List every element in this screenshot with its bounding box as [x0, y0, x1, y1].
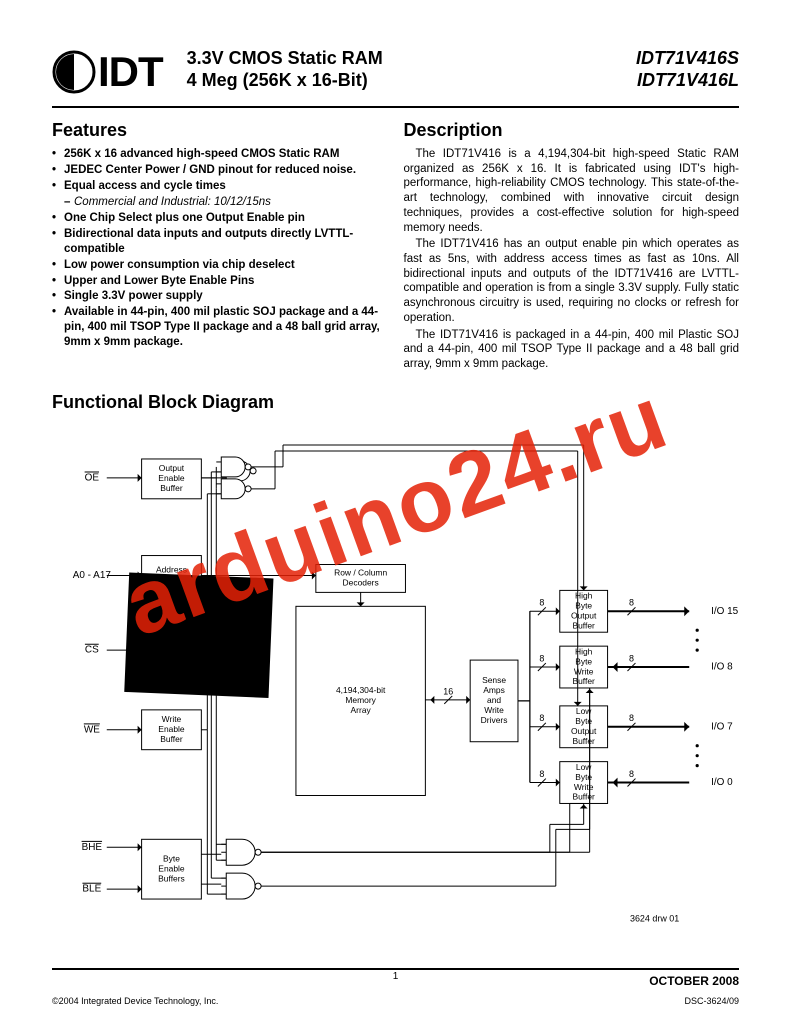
svg-text:8: 8: [629, 769, 634, 779]
logo-text: IDT: [98, 48, 163, 96]
footer: OCTOBER 2008 1 ©2004 Integrated Device T…: [52, 968, 739, 1006]
block-diagram-heading: Functional Block Diagram: [52, 392, 739, 413]
svg-text:I/O 0: I/O 0: [711, 777, 733, 788]
svg-text:Buffer: Buffer: [572, 676, 595, 686]
svg-text:8: 8: [629, 597, 634, 607]
svg-text:8: 8: [629, 713, 634, 723]
svg-text:Address: Address: [156, 564, 187, 574]
svg-text:Write: Write: [574, 666, 594, 676]
svg-text:Output: Output: [571, 610, 597, 620]
part-number-1: IDT71V416S: [589, 48, 739, 70]
svg-text:Buffer: Buffer: [572, 792, 595, 802]
svg-text:Buffer: Buffer: [572, 620, 595, 630]
svg-text:Row / Column: Row / Column: [334, 567, 387, 577]
copyright: ©2004 Integrated Device Technology, Inc.: [52, 996, 218, 1006]
title-line-1: 3.3V CMOS Static RAM: [187, 48, 589, 70]
svg-text:Output: Output: [159, 463, 185, 473]
svg-text:Enable: Enable: [158, 473, 185, 483]
features-list: 256K x 16 advanced high-speed CMOS Stati…: [52, 147, 388, 350]
svg-text:8: 8: [539, 769, 544, 779]
svg-text:Write: Write: [574, 782, 594, 792]
svg-text:Buffer: Buffer: [160, 483, 183, 493]
header: IDT 3.3V CMOS Static RAM 4 Meg (256K x 1…: [52, 48, 739, 108]
svg-text:I/O 15: I/O 15: [711, 606, 739, 617]
svg-text:OE: OE: [85, 472, 100, 483]
svg-text:16: 16: [443, 686, 453, 696]
svg-text:BLE: BLE: [82, 883, 101, 894]
svg-text:Enable: Enable: [158, 863, 185, 873]
feature-item: 256K x 16 advanced high-speed CMOS Stati…: [52, 147, 388, 162]
svg-text:and: and: [487, 695, 501, 705]
title-block: 3.3V CMOS Static RAM 4 Meg (256K x 16-Bi…: [179, 48, 589, 91]
svg-text:Sense: Sense: [482, 675, 506, 685]
part-numbers: IDT71V416S IDT71V416L: [589, 48, 739, 91]
svg-text:Enable: Enable: [158, 724, 185, 734]
part-number-2: IDT71V416L: [589, 70, 739, 92]
description-column: Description The IDT71V416 is a 4,194,304…: [404, 120, 740, 374]
description-heading: Description: [404, 120, 740, 141]
svg-text:8: 8: [539, 597, 544, 607]
features-heading: Features: [52, 120, 388, 141]
svg-text:3624 drw 01: 3624 drw 01: [630, 913, 679, 923]
svg-text:Write: Write: [162, 714, 182, 724]
svg-text:8: 8: [629, 653, 634, 663]
functional-block-diagram: OutputEnableBufferAddressBuffersChipSele…: [52, 419, 739, 941]
svg-text:Array: Array: [351, 705, 372, 715]
svg-text:BHE: BHE: [82, 842, 103, 853]
svg-text:Buffer: Buffer: [572, 736, 595, 746]
feature-item: Single 3.3V power supply: [52, 289, 388, 304]
svg-text:CS: CS: [85, 645, 99, 656]
description-p1: The IDT71V416 is a 4,194,304-bit high-sp…: [404, 147, 740, 235]
title-line-2: 4 Meg (256K x 16-Bit): [187, 70, 589, 92]
feature-item: Available in 44-pin, 400 mil plastic SOJ…: [52, 305, 388, 350]
svg-text:I/O 7: I/O 7: [711, 721, 733, 732]
features-column: Features 256K x 16 advanced high-speed C…: [52, 120, 388, 374]
svg-text:I/O 8: I/O 8: [711, 661, 733, 672]
logo: IDT: [52, 48, 163, 96]
description-p2: The IDT71V416 has an output enable pin w…: [404, 237, 740, 325]
svg-text:Output: Output: [571, 726, 597, 736]
svg-text:8: 8: [539, 653, 544, 663]
feature-item: Bidirectional data inputs and outputs di…: [52, 227, 388, 257]
feature-item: Upper and Lower Byte Enable Pins: [52, 274, 388, 289]
svg-text:Memory: Memory: [345, 695, 376, 705]
svg-text:A0 - A17: A0 - A17: [73, 570, 112, 581]
idt-logo-icon: [52, 50, 96, 94]
svg-text:Buffers: Buffers: [158, 873, 185, 883]
svg-text:Buffer: Buffer: [160, 734, 183, 744]
svg-text:Byte: Byte: [163, 853, 180, 863]
feature-item: One Chip Select plus one Output Enable p…: [52, 211, 388, 226]
feature-item: JEDEC Center Power / GND pinout for redu…: [52, 163, 388, 178]
svg-text:Amps: Amps: [483, 685, 505, 695]
feature-sub: Commercial and Industrial: 10/12/15ns: [52, 195, 388, 210]
svg-text:4,194,304-bit: 4,194,304-bit: [336, 685, 386, 695]
svg-text:Write: Write: [484, 705, 504, 715]
doc-id: DSC-3624/09: [684, 996, 739, 1006]
svg-text:WE: WE: [84, 724, 100, 735]
svg-text:Drivers: Drivers: [481, 715, 508, 725]
svg-text:Decoders: Decoders: [343, 577, 379, 587]
svg-text:8: 8: [539, 713, 544, 723]
content-columns: Features 256K x 16 advanced high-speed C…: [52, 120, 739, 374]
page-number: 1: [52, 971, 739, 982]
feature-item: Low power consumption via chip deselect: [52, 258, 388, 273]
feature-item: Equal access and cycle times: [52, 179, 388, 194]
description-p3: The IDT71V416 is packaged in a 44-pin, 4…: [404, 328, 740, 372]
